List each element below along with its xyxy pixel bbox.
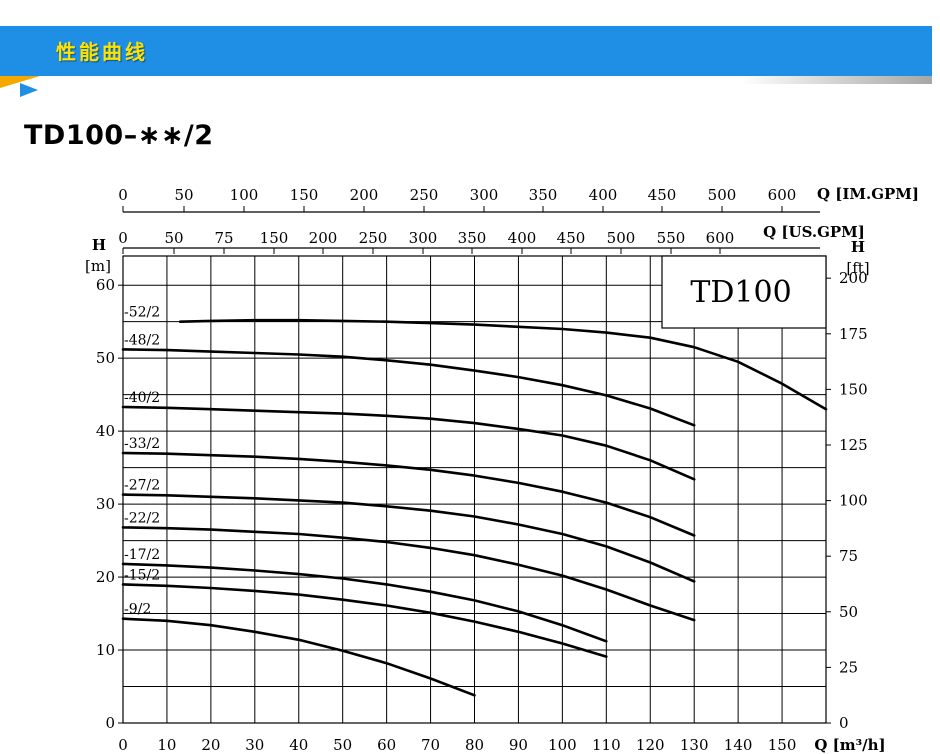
series-label: -22/2 — [124, 510, 160, 526]
series-label: -40/2 — [124, 390, 160, 406]
y-tick-label: 60 — [96, 276, 115, 294]
y-tick-label: 30 — [96, 495, 115, 513]
y-right-tick-label: 50 — [839, 603, 858, 621]
x-tick-label: 100 — [548, 736, 577, 754]
top-axis-us-tick-label: 400 — [508, 229, 537, 247]
top-axis-im-label: Q [IM.GPM] — [817, 185, 919, 203]
x-tick-label: 0 — [118, 736, 128, 754]
curve-series — [121, 405, 696, 481]
y-right-tick-label: 0 — [839, 714, 849, 732]
curve-series — [121, 493, 696, 583]
top-axis-im-tick-label: 600 — [768, 186, 797, 204]
x-tick-label: 60 — [377, 736, 396, 754]
top-axis-us-tick-label: 250 — [359, 229, 388, 247]
x-tick-label: 30 — [245, 736, 264, 754]
y-right-axis-unit: [ft] — [846, 259, 869, 277]
curve-series — [121, 451, 696, 537]
x-tick-label: 40 — [289, 736, 308, 754]
series-label: -52/2 — [124, 305, 160, 321]
y-right-tick-label: 75 — [839, 547, 858, 565]
x-tick-label: 110 — [592, 736, 621, 754]
series-label: -9/2 — [124, 602, 151, 618]
top-axis-us-label: Q [US.GPM] — [763, 223, 865, 241]
top-axis-us-tick-label: 50 — [164, 229, 183, 247]
top-axis-im-tick-label: 500 — [708, 186, 737, 204]
x-tick-label: 150 — [768, 736, 797, 754]
top-axis-us-tick-label: 350 — [458, 229, 487, 247]
y-right-tick-label: 125 — [839, 436, 868, 454]
top-axis-us-tick-label: 450 — [557, 229, 586, 247]
top-axis-im-tick-label: 200 — [350, 186, 379, 204]
series-label: -33/2 — [124, 436, 160, 452]
inset-label-box — [661, 255, 827, 329]
top-axis-im-tick-label: 250 — [410, 186, 439, 204]
model-heading: TD100–∗∗/2 — [24, 120, 214, 151]
x-tick-label: 80 — [465, 736, 484, 754]
x-tick-label: 50 — [333, 736, 352, 754]
series-label: -15/2 — [124, 567, 160, 583]
y-right-tick-label: 25 — [839, 658, 858, 676]
top-axis-im-tick-label: 0 — [118, 186, 128, 204]
series-label: -27/2 — [124, 478, 160, 494]
top-axis-im-tick-label: 350 — [529, 186, 558, 204]
y-tick-label: 50 — [96, 349, 115, 367]
y-right-axis-label: H — [851, 238, 865, 256]
y-right-tick-label: 100 — [839, 492, 868, 510]
y-right-tick-label: 175 — [839, 325, 868, 343]
x-tick-label: 90 — [509, 736, 528, 754]
x-tick-label: 140 — [724, 736, 753, 754]
top-axis-us-tick-label: 300 — [409, 229, 438, 247]
banner-arrow-icon — [20, 83, 38, 97]
curve-series — [121, 617, 476, 697]
y-tick-label: 20 — [96, 568, 115, 586]
series-label: -17/2 — [124, 547, 160, 563]
top-axis-us-tick-label: 500 — [607, 229, 636, 247]
x-tick-label: 70 — [421, 736, 440, 754]
curve-series — [121, 526, 696, 622]
x-axis-label: Q [m³/h] — [814, 736, 885, 754]
top-axis-im-tick-label: 150 — [290, 186, 319, 204]
x-tick-label: 120 — [636, 736, 665, 754]
y-axis-label: H — [92, 236, 106, 254]
y-axis-unit: [m] — [85, 257, 111, 275]
curve-series — [121, 562, 608, 643]
top-axis-im-tick-label: 100 — [230, 186, 259, 204]
section-banner — [0, 26, 932, 84]
top-axis-im-tick-label: 450 — [648, 186, 677, 204]
x-tick-label: 130 — [680, 736, 709, 754]
top-axis-us-tick-label: 0 — [118, 229, 128, 247]
top-axis-us-tick-label: 550 — [657, 229, 686, 247]
curve-series — [121, 583, 608, 658]
curve-series — [121, 348, 696, 427]
top-axis-im-tick-label: 400 — [589, 186, 618, 204]
y-right-tick-label: 150 — [839, 380, 868, 398]
series-label: -48/2 — [124, 332, 160, 348]
top-axis-us-tick-label: 75 — [214, 229, 233, 247]
top-axis-us-tick-label: 600 — [706, 229, 735, 247]
y-right-tick-label: 200 — [839, 269, 868, 287]
y-tick-label: 10 — [96, 641, 115, 659]
x-tick-label: 20 — [201, 736, 220, 754]
top-axis-im-tick-label: 50 — [174, 186, 193, 204]
x-tick-label: 10 — [157, 736, 176, 754]
banner-title: 性能曲线 — [56, 40, 148, 64]
top-axis-us-tick-label: 200 — [309, 229, 338, 247]
y-tick-label: 40 — [96, 422, 115, 440]
top-axis-im-tick-label: 300 — [470, 186, 499, 204]
inset-label: TD100 — [690, 275, 791, 310]
y-tick-label: 0 — [105, 714, 115, 732]
curve-series — [178, 318, 828, 411]
top-axis-us-tick-label: 150 — [260, 229, 289, 247]
